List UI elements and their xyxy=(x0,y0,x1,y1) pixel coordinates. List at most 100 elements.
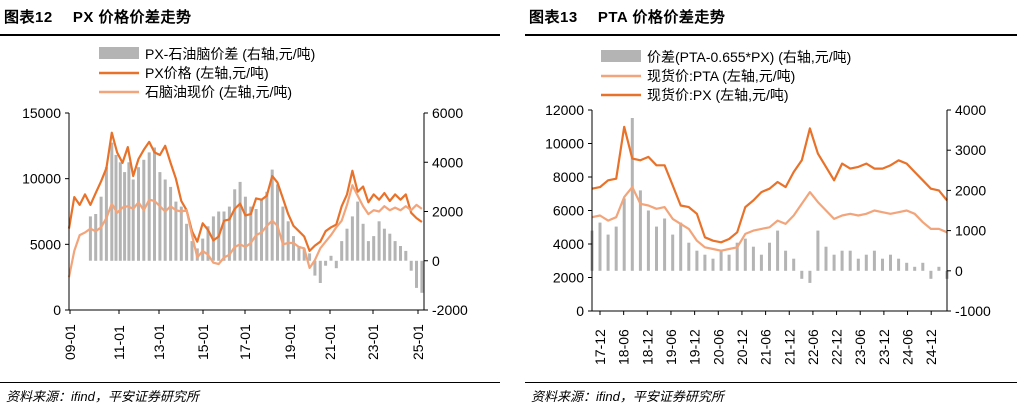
spread-bar xyxy=(824,246,828,271)
x-tick-label: 18-12 xyxy=(639,329,655,365)
spread-bar xyxy=(671,234,675,271)
spread-bar xyxy=(703,254,707,271)
spread-bar xyxy=(131,179,135,261)
series-line-石脑油现价 xyxy=(67,184,423,278)
spread-bar xyxy=(776,230,780,271)
legend-label: 现货价:PTA (左轴,元/吨) xyxy=(647,68,795,84)
spread-bar xyxy=(286,221,290,261)
spread-bar xyxy=(881,258,884,271)
spread-bar xyxy=(153,147,156,261)
px-chart-svg: 0 5000 10000 15000 -2000 0 2000 4000 6000 09-01 11… xyxy=(22,46,468,360)
spread-bar xyxy=(646,210,650,271)
x-tick-label: 17-01 xyxy=(237,324,253,360)
spread-bar xyxy=(404,250,408,261)
spread-bar xyxy=(872,250,876,271)
spread-bar xyxy=(190,241,194,261)
spread-bar xyxy=(104,167,108,261)
spread-bar xyxy=(147,152,151,261)
spread-bar xyxy=(356,201,360,261)
y-tick-label-left: 10000 xyxy=(22,171,61,187)
spread-bar xyxy=(598,222,602,271)
y-tick-label-right: 3000 xyxy=(955,142,986,158)
legend-label: PX-石油脑价差 (右轴,元/吨) xyxy=(145,46,315,62)
chart-title: 图表13 PTA 价格价差走势 xyxy=(529,9,726,26)
spread-bar xyxy=(889,254,892,271)
x-tick-label: 19-12 xyxy=(687,329,703,365)
spread-bar xyxy=(727,254,731,271)
y-tick-label-left: 0 xyxy=(53,302,61,318)
legend-label: 石脑油现价 (左轴,元/吨) xyxy=(145,84,292,100)
series-line-现货价:PX xyxy=(591,125,948,244)
x-tick-label: 23-06 xyxy=(852,329,868,365)
spread-bar xyxy=(313,260,317,276)
y-tick-label-left: 0 xyxy=(576,303,584,319)
spread-bar xyxy=(848,250,852,271)
x-tick-label: 22-06 xyxy=(805,329,821,365)
spread-bar xyxy=(372,236,376,261)
title-rule xyxy=(0,34,500,36)
spread-bar xyxy=(222,211,226,261)
spread-bar xyxy=(630,118,634,271)
spread-bar xyxy=(784,250,788,271)
x-tick-label: 20-12 xyxy=(734,329,750,365)
legend-swatch-bar xyxy=(99,47,139,59)
y-tick-label-right: -2000 xyxy=(432,302,468,318)
spread-bar xyxy=(185,223,189,261)
pta-chart-svg: 0 2000 4000 6000 8000 10000 12000 -1000 0 1000 200… xyxy=(545,49,991,365)
spread-bar xyxy=(158,172,162,261)
spread-bar xyxy=(260,199,263,261)
spread-bar xyxy=(792,258,796,271)
x-tick-label: 11-01 xyxy=(111,325,127,360)
y-tick-label-right: 0 xyxy=(955,263,963,279)
spread-bar xyxy=(292,236,295,261)
x-tick-label: 25-01 xyxy=(410,324,426,360)
spread-bar xyxy=(318,260,322,283)
legend-swatch-bar xyxy=(601,50,641,62)
spread-bar xyxy=(114,154,118,261)
y-tick-label-right: 6000 xyxy=(432,105,463,121)
spread-bar xyxy=(243,196,247,261)
source-note: 资料来源：ifind，平安证券研究所 xyxy=(531,389,724,404)
spread-bar xyxy=(227,206,231,261)
source-rule xyxy=(525,382,1017,383)
spread-bar xyxy=(409,260,413,271)
spread-bar xyxy=(399,246,402,261)
spread-bar xyxy=(110,142,114,261)
x-tick-label: 20-06 xyxy=(710,329,726,365)
spread-bar xyxy=(329,255,333,261)
source-note: 资料来源：ifind，平安证券研究所 xyxy=(6,389,199,404)
y-tick-label-right: 2000 xyxy=(955,182,986,198)
legend-label: 价差(PTA-0.655*PX) (右轴,元/吨) xyxy=(647,49,851,65)
y-tick-label-left: 4000 xyxy=(553,236,584,252)
y-tick-label-right: -1000 xyxy=(955,303,991,319)
spread-bar xyxy=(302,248,306,261)
spread-bar xyxy=(415,260,418,288)
spread-bar xyxy=(679,222,683,271)
spread-bar xyxy=(163,179,167,261)
spread-bar xyxy=(238,181,242,261)
spread-bar xyxy=(759,254,763,271)
spread-bar xyxy=(638,190,642,271)
x-tick-label: 15-01 xyxy=(195,324,211,360)
chart-title: 图表12 PX 价格价差走势 xyxy=(4,9,192,26)
spread-bar xyxy=(719,250,723,271)
spread-bar xyxy=(687,242,691,271)
title-rule xyxy=(525,34,1017,36)
spread-bar xyxy=(751,246,755,271)
y-tick-label-left: 8000 xyxy=(553,169,584,185)
spread-bar xyxy=(94,214,98,261)
y-tick-label-left: 6000 xyxy=(553,203,584,219)
spread-bar xyxy=(281,206,285,261)
spread-bar xyxy=(382,228,386,261)
spread-bar xyxy=(366,241,370,261)
spread-bar xyxy=(840,250,844,271)
spread-bar xyxy=(622,198,626,271)
spread-bar xyxy=(206,226,210,261)
spread-bar xyxy=(174,201,178,261)
spread-bar xyxy=(249,206,253,261)
spread-bar xyxy=(276,184,279,261)
spread-bar xyxy=(169,186,173,261)
spread-bar xyxy=(420,260,424,293)
series-line-PX价格 xyxy=(67,131,423,252)
spread-bar xyxy=(270,169,274,261)
